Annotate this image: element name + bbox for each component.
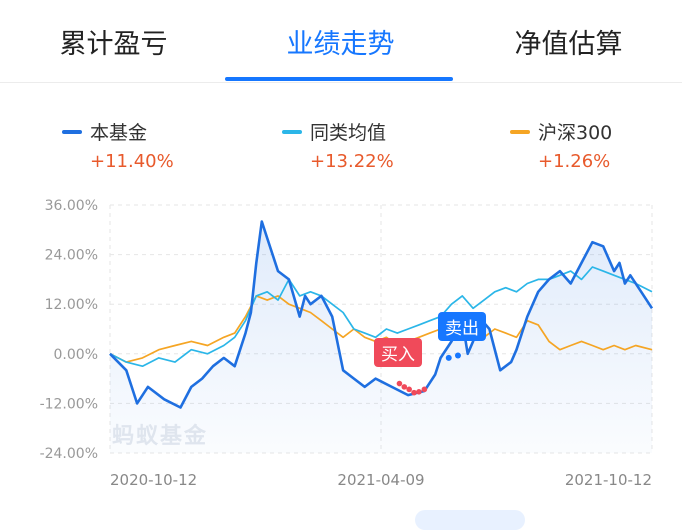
y-tick-label: 24.00% bbox=[45, 248, 98, 264]
buy-dot bbox=[401, 384, 408, 390]
performance-chart[interactable]: 36.00% 24.00% 12.00% 0.00% -12.00% -24.00% 202… bbox=[0, 180, 682, 490]
sell-dot bbox=[454, 352, 461, 359]
fund-area bbox=[110, 221, 652, 453]
bottom-indicator bbox=[415, 510, 525, 530]
legend-value-fund: +11.40% bbox=[90, 151, 174, 172]
sell-marker[interactable]: 卖出 bbox=[438, 312, 486, 341]
buy-marker[interactable]: 买入 bbox=[374, 338, 422, 367]
sell-dot bbox=[445, 354, 452, 361]
buy-dot bbox=[396, 380, 403, 387]
y-tick-label: 12.00% bbox=[45, 297, 98, 313]
legend-label-category: 同类均值 bbox=[310, 122, 387, 144]
y-tick-label: 36.00% bbox=[45, 198, 98, 214]
buy-dot bbox=[416, 389, 422, 395]
tab-bar: 累计盈亏 业绩走势 净值估算 bbox=[0, 0, 682, 83]
x-tick-label: 2021-10-12 bbox=[565, 471, 652, 489]
buy-dot bbox=[421, 386, 428, 393]
y-tick-label: -24.00% bbox=[40, 446, 98, 462]
y-tick-label: -12.00% bbox=[40, 396, 98, 412]
active-tab-indicator bbox=[225, 77, 453, 81]
legend-csi300[interactable]: 沪深300 +1.26% bbox=[510, 118, 612, 172]
legend-swatch-category bbox=[282, 129, 302, 134]
legend-swatch-csi300 bbox=[510, 129, 530, 134]
buy-dot bbox=[411, 389, 417, 396]
legend-label-csi300: 沪深300 bbox=[538, 122, 613, 144]
y-tick-label: 0.00% bbox=[54, 347, 98, 363]
x-tick-label: 2021-04-09 bbox=[337, 471, 424, 489]
tab-cumulative-pnl[interactable]: 累计盈亏 bbox=[59, 29, 168, 60]
legend-value-csi300: +1.26% bbox=[538, 151, 611, 172]
series-line-fund bbox=[109, 220, 654, 409]
legend-value-category: +13.22% bbox=[310, 151, 394, 172]
legend-fund[interactable]: 本基金 +11.40% bbox=[62, 118, 174, 172]
tab-nav-estimate[interactable]: 净值估算 bbox=[514, 29, 623, 60]
legend-category-average[interactable]: 同类均值 +13.22% bbox=[282, 118, 394, 172]
legend-swatch-fund bbox=[62, 129, 82, 134]
tab-performance-trend[interactable]: 业绩走势 bbox=[286, 29, 395, 60]
x-tick-label: 2020-10-12 bbox=[110, 471, 197, 489]
legend-label-fund: 本基金 bbox=[90, 122, 148, 144]
buy-dot bbox=[406, 386, 412, 393]
watermark-text: 蚂蚁基金 bbox=[112, 424, 209, 449]
